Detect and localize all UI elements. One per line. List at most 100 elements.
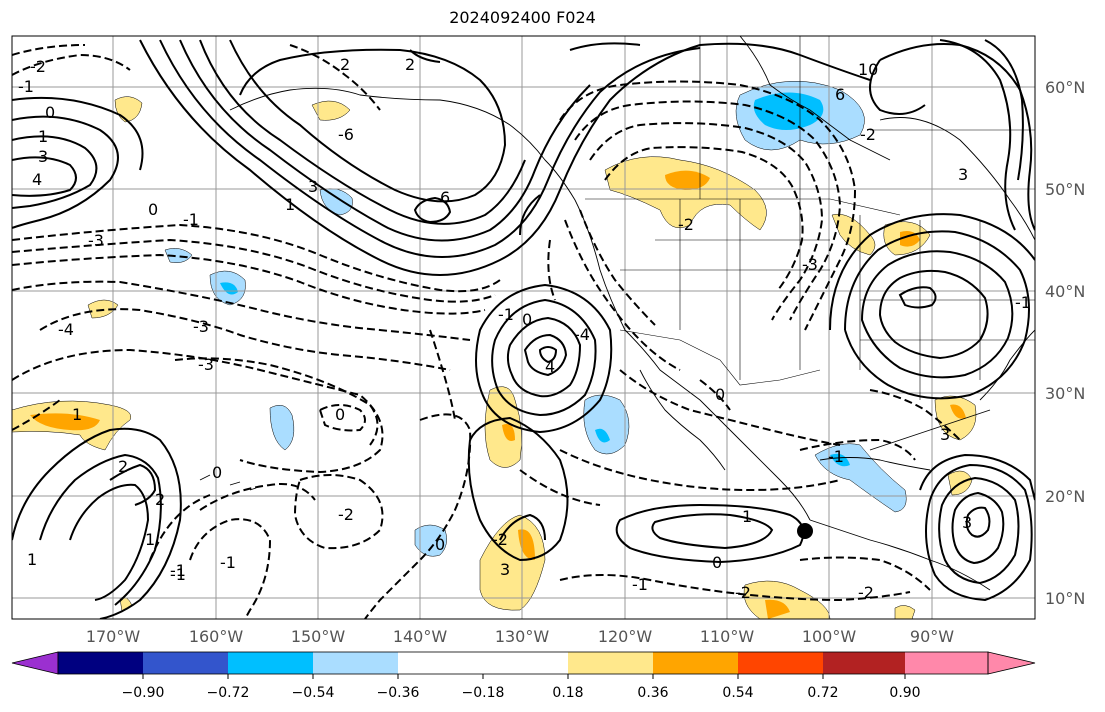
contour-label: -2 xyxy=(735,583,751,602)
contour-label: -2 xyxy=(30,57,46,76)
contour-label: 3 xyxy=(308,177,318,196)
colorbar-tick-label: 0.72 xyxy=(807,685,838,701)
lat-label: 10°N xyxy=(1045,589,1085,608)
graticule xyxy=(12,36,1035,619)
positive-contours xyxy=(12,39,1035,619)
lon-label: 140°W xyxy=(393,627,448,646)
lon-label: 100°W xyxy=(802,627,857,646)
contour-label: -1 xyxy=(170,561,186,580)
colorbar-extend-high xyxy=(987,651,1036,675)
lon-label: 110°W xyxy=(700,627,755,646)
contour-label: 0 xyxy=(335,405,345,424)
lat-label: 20°N xyxy=(1045,487,1085,506)
contour-label: 4 xyxy=(32,170,42,189)
contour-label: -1 xyxy=(1015,293,1031,312)
colorbar-segment xyxy=(398,652,483,674)
contour-label: 1 xyxy=(742,507,752,526)
contour-label: 10 xyxy=(858,60,878,79)
contour-label: 3 xyxy=(958,165,968,184)
colorbar-segment xyxy=(823,652,905,674)
contour-label: 1 xyxy=(145,530,155,549)
colorbar-segment xyxy=(228,652,313,674)
contour-label: 2 xyxy=(405,55,415,74)
contour-label: 1 xyxy=(38,127,48,146)
contour-label: -1 xyxy=(220,553,236,572)
contour-label: 3 xyxy=(38,147,48,166)
contour-label: 0 xyxy=(712,553,722,572)
lon-label: 90°W xyxy=(910,627,954,646)
contour-label: 3 xyxy=(962,513,972,532)
colorbar-tick-label: 0.90 xyxy=(889,685,920,701)
political-borders xyxy=(585,36,1035,400)
contour-label: 0 xyxy=(522,310,532,329)
contour-label: -4 xyxy=(58,320,74,339)
lon-label: 120°W xyxy=(598,627,653,646)
colorbar-tick-label: −0.72 xyxy=(207,685,250,701)
contour-label: -1 xyxy=(828,447,844,466)
contour-label: -1 xyxy=(498,305,514,324)
contour-label: -2 xyxy=(492,530,508,549)
lat-label: 30°N xyxy=(1045,384,1085,403)
colorbar-extend-low xyxy=(11,651,59,675)
contour-label: 3 xyxy=(940,425,950,444)
map-frame xyxy=(11,35,1036,620)
colorbar-tick-label: −0.54 xyxy=(292,685,335,701)
contour-label: -2 xyxy=(858,583,874,602)
colorbar-segment xyxy=(313,652,398,674)
contour-label: 1 xyxy=(27,550,37,569)
contour-label: -1 xyxy=(632,575,648,594)
shaded-anomalies xyxy=(12,80,977,619)
longitude-labels: 170°W 160°W 150°W 140°W 130°W 120°W 110°… xyxy=(86,627,954,646)
contour-label: -3 xyxy=(802,255,818,274)
contour-label: -2 xyxy=(338,505,354,524)
colorbar-segment xyxy=(653,652,738,674)
contour-label: -1 xyxy=(18,77,34,96)
contour-label: 0 xyxy=(148,200,158,219)
contour-label: -2 xyxy=(860,125,876,144)
contour-label: 2 xyxy=(340,55,350,74)
contour-label: 6 xyxy=(440,188,450,207)
colorbar-segment xyxy=(905,652,988,674)
contour-label: -3 xyxy=(193,317,209,336)
contour-label: 6 xyxy=(835,85,845,104)
colorbar-tick-label: 0.36 xyxy=(637,685,668,701)
lon-label: 130°W xyxy=(495,627,550,646)
colorbar-segment xyxy=(738,652,823,674)
colorbar-tick-label: −0.18 xyxy=(462,685,505,701)
storm-center-marker xyxy=(797,523,813,539)
map-title: 2024092400 F024 xyxy=(449,8,596,27)
latitude-labels: 60°N 50°N 40°N 30°N 20°N 10°N xyxy=(1045,78,1085,608)
contour-label: 0 xyxy=(435,535,445,554)
lon-label: 170°W xyxy=(86,627,141,646)
contour-label: -1 xyxy=(183,210,199,229)
negative-contours xyxy=(12,44,961,619)
contour-label: 3 xyxy=(500,560,510,579)
lat-label: 60°N xyxy=(1045,78,1085,97)
colorbar-segment xyxy=(58,652,143,674)
lon-label: 150°W xyxy=(291,627,346,646)
contour-label: 4 xyxy=(545,357,555,376)
contour-label: -3 xyxy=(198,355,214,374)
contour-label: -4 xyxy=(574,325,590,344)
contour-label: 0 xyxy=(45,103,55,122)
contour-label: -1 xyxy=(170,565,186,584)
contour-label: 2 xyxy=(155,490,165,509)
contour-label: 1 xyxy=(285,195,295,214)
contour-label: -2 xyxy=(678,215,694,234)
colorbar-tick-label: −0.90 xyxy=(122,685,165,701)
colorbar-segment xyxy=(143,652,228,674)
contour-labels: 2 -2 -1 0 1 3 4 -3 -4 0 -1 6 3 -6 2 1 -3… xyxy=(18,55,1031,602)
contour-label: 2 xyxy=(118,457,128,476)
colorbar-tick-label: 0.54 xyxy=(722,685,753,701)
lat-label: 50°N xyxy=(1045,180,1085,199)
colorbar: −0.90 −0.72 −0.54 −0.36 −0.18 0.18 0.36 … xyxy=(11,651,1036,701)
contour-label: 0 xyxy=(212,463,222,482)
colorbar-tick-label: −0.36 xyxy=(377,685,420,701)
contour-label: -3 xyxy=(88,231,104,250)
contour-label: 1 xyxy=(72,405,82,424)
colorbar-segment xyxy=(568,652,653,674)
lon-label: 160°W xyxy=(189,627,244,646)
colorbar-segment xyxy=(483,652,568,674)
lat-label: 40°N xyxy=(1045,282,1085,301)
